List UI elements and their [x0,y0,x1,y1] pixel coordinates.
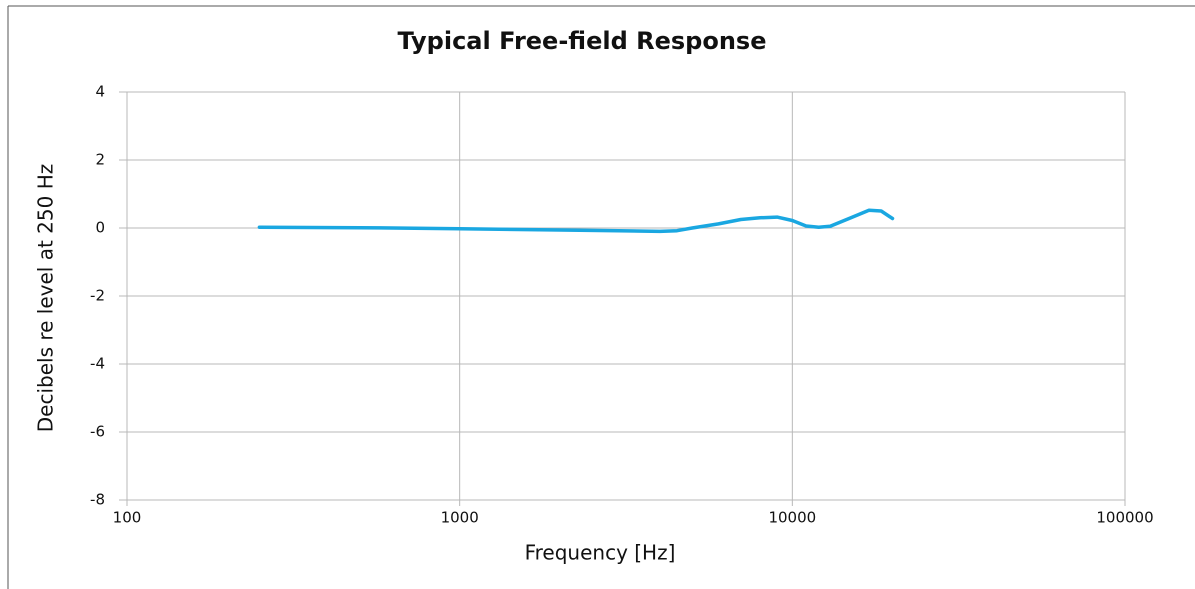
x-axis-label: Frequency [Hz] [525,541,676,565]
chart-title: Typical Free-field Response [398,27,767,55]
y-tick-label: -6 [90,423,105,441]
y-tick-label: 4 [95,83,105,101]
y-tick-label: 0 [95,219,105,237]
data-line [257,208,895,234]
x-tick-label: 100000 [1096,509,1153,527]
y-tick-label: 2 [95,151,105,169]
y-tick-label: -4 [90,355,105,373]
y-axis-label: Decibels re level at 250 Hz [34,164,58,432]
y-tick-label: -2 [90,287,105,305]
x-tick-label: 1000 [441,509,479,527]
x-tick-label: 10000 [768,509,816,527]
x-tick-label: 100 [113,509,142,527]
y-tick-label: -8 [90,491,105,509]
